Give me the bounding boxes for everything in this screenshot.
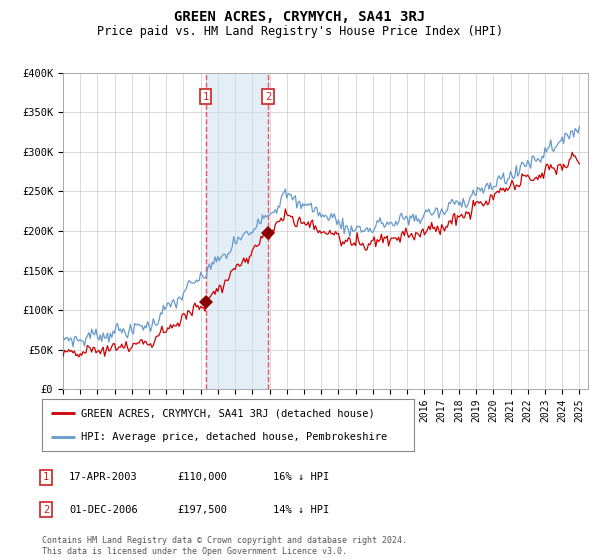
Text: £197,500: £197,500 [177,505,227,515]
Text: Contains HM Land Registry data © Crown copyright and database right 2024.
This d: Contains HM Land Registry data © Crown c… [42,536,407,556]
Text: 1: 1 [43,472,49,482]
Text: GREEN ACRES, CRYMYCH, SA41 3RJ: GREEN ACRES, CRYMYCH, SA41 3RJ [175,10,425,24]
Bar [206,73,268,389]
Text: 14% ↓ HPI: 14% ↓ HPI [273,505,329,515]
Text: Price paid vs. HM Land Registry's House Price Index (HPI): Price paid vs. HM Land Registry's House … [97,25,503,38]
Text: £110,000: £110,000 [177,472,227,482]
Text: 1: 1 [203,91,209,101]
Text: GREEN ACRES, CRYMYCH, SA41 3RJ (detached house): GREEN ACRES, CRYMYCH, SA41 3RJ (detached… [81,408,375,418]
Text: 2: 2 [265,91,271,101]
Text: 16% ↓ HPI: 16% ↓ HPI [273,472,329,482]
Text: 2: 2 [43,505,49,515]
Text: 17-APR-2003: 17-APR-2003 [69,472,138,482]
Text: HPI: Average price, detached house, Pembrokeshire: HPI: Average price, detached house, Pemb… [81,432,388,442]
Text: 01-DEC-2006: 01-DEC-2006 [69,505,138,515]
